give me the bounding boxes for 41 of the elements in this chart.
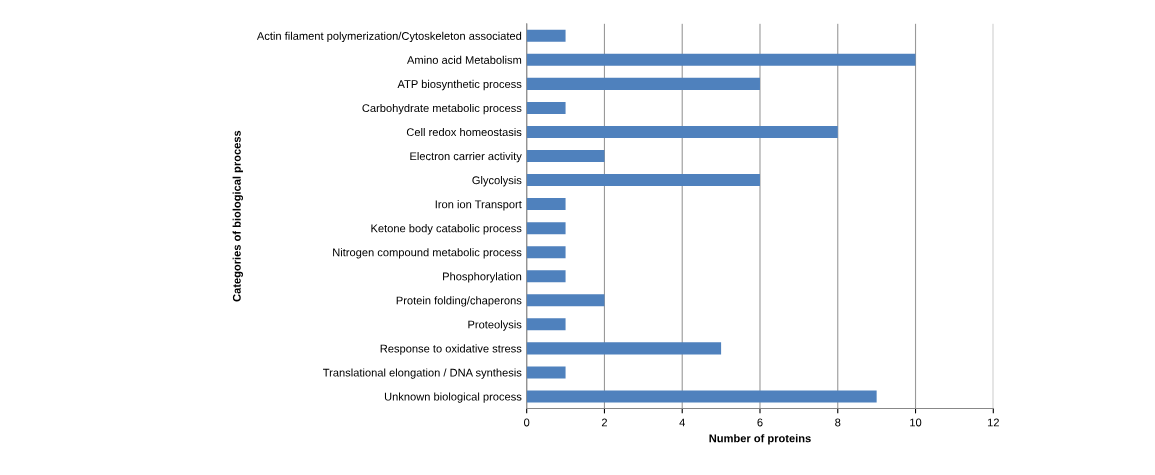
- y-tick-label: Electron carrier activity: [410, 151, 522, 163]
- y-tick-label: Protein folding/chaperons: [396, 296, 522, 307]
- bar: [526, 53, 916, 66]
- y-tick-label: Amino acid Metabolism: [406, 55, 522, 64]
- bar: [526, 150, 605, 163]
- bar: [526, 125, 838, 138]
- y-tick-label: Actin filament polymerization/Cytoskeleton associated: [256, 31, 522, 43]
- y-tick-label: Cell redox homeostasis: [406, 127, 522, 137]
- y-tick-label: Nitrogen compound metabolic process: [333, 248, 522, 259]
- x-tick-label: 12: [987, 418, 999, 427]
- bar: [526, 174, 760, 187]
- y-tick-label: Proteolysis: [468, 320, 522, 331]
- y-tick-label: Ketone body catabolic process: [371, 224, 522, 235]
- x-axis-title: Number of proteins: [709, 434, 811, 445]
- x-tick-label: 4: [679, 418, 685, 427]
- y-tick-label: Iron ion Transport: [435, 200, 522, 211]
- y-tick-label: Phosphorylation: [443, 272, 522, 283]
- bar: [526, 366, 566, 379]
- y-tick-label: ATP biosynthetic process: [397, 79, 522, 91]
- bar: [526, 342, 722, 355]
- y-tick-label: Glycolysis: [472, 176, 522, 187]
- bar: [526, 29, 566, 42]
- y-tick-label: Carbohydrate metabolic process: [362, 103, 522, 115]
- bar: [526, 270, 566, 283]
- x-tick-label: 2: [601, 418, 607, 427]
- x-tick-label: 8: [835, 418, 841, 427]
- bar: [526, 101, 566, 114]
- bar: [526, 318, 566, 331]
- y-tick-label: Translational elongation / DNA synthesis: [323, 368, 522, 379]
- bar: [526, 390, 877, 403]
- x-tick-label: 10: [910, 418, 922, 427]
- bar: [526, 77, 760, 90]
- bar: [526, 246, 566, 259]
- bar: [526, 222, 566, 235]
- x-tick-label: 0: [524, 418, 530, 427]
- y-axis-title: Categories of biological process: [232, 130, 243, 302]
- bar: [526, 198, 566, 211]
- bar: [526, 294, 605, 307]
- y-tick-label: Response to oxidative stress: [380, 344, 522, 355]
- x-tick-label: 6: [757, 418, 763, 427]
- y-tick-label: Unknown biological process: [384, 392, 522, 403]
